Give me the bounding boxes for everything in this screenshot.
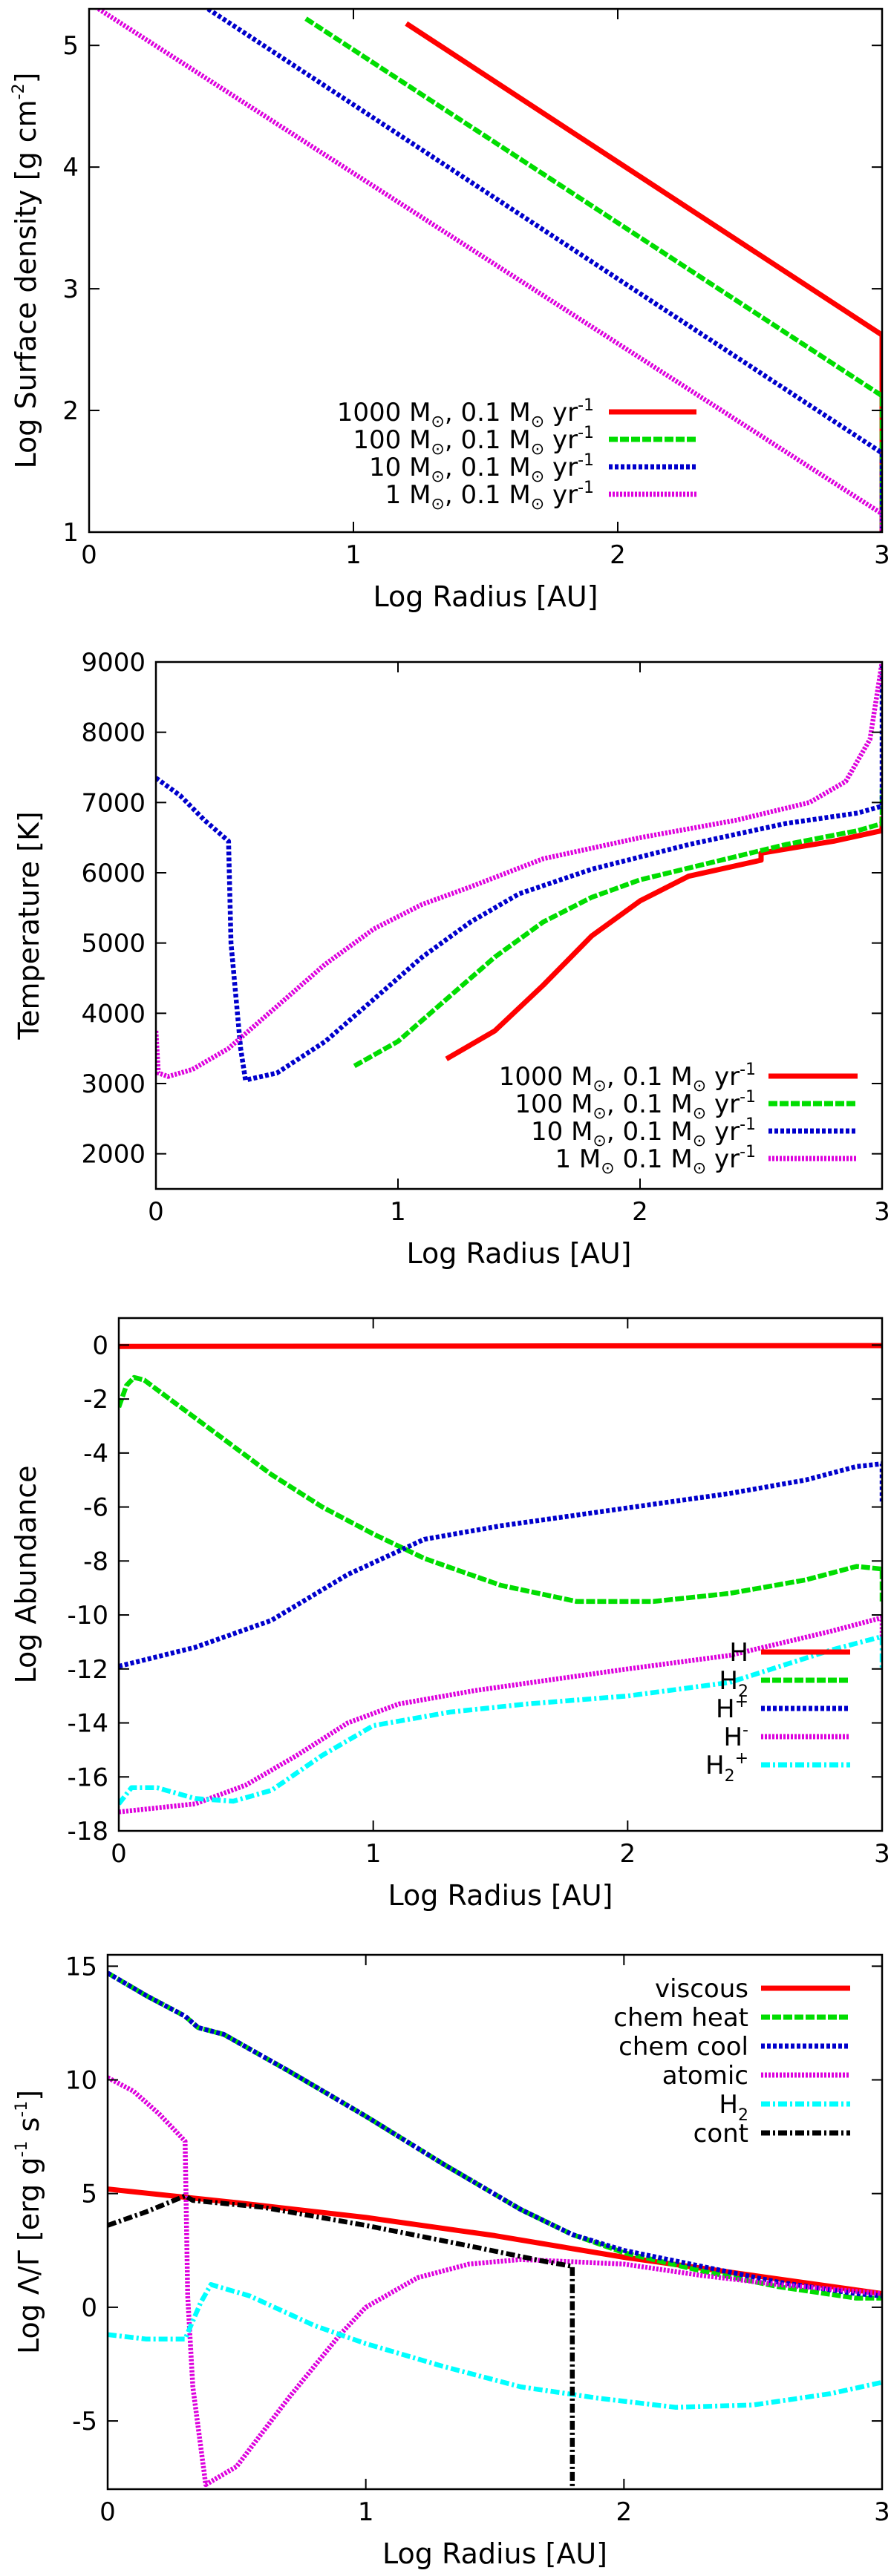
y-tick-label: -8 (83, 1547, 108, 1576)
y-tick-label: 10 (65, 2066, 97, 2096)
y-tick-label: 2000 (81, 1140, 146, 1170)
series-line-2 (304, 16, 882, 532)
plot-frame (88, 7, 884, 534)
x-tick-label: 0 (81, 540, 97, 570)
legend-label: chem cool (619, 2032, 748, 2062)
x-tick-label: 2 (632, 1197, 648, 1227)
legend-label: 1000 M⊙, 0.1 M⊙ yr-1 (337, 396, 594, 431)
x-tick-label: 3 (874, 2497, 890, 2527)
series-line-3 (156, 662, 882, 1083)
y-tick-label: -5 (72, 2407, 97, 2436)
y-tick-label: -14 (67, 1709, 108, 1739)
series-line-2 (119, 1374, 882, 1605)
series-line-3 (206, 9, 882, 532)
series-line-4 (156, 662, 882, 1079)
legend-label: H2+ (705, 1749, 748, 1786)
legend-label: H2 (719, 2090, 748, 2125)
y-tick-label: -6 (83, 1493, 108, 1523)
legend-label: chem heat (613, 2003, 748, 2033)
y-tick-label: 15 (65, 1952, 97, 1982)
y-tick-label: -16 (67, 1763, 108, 1792)
y-tick-label: 0 (92, 1331, 108, 1360)
x-tick-label: 1 (345, 540, 362, 570)
y-tick-label: 9000 (81, 648, 146, 678)
x-tick-label: 1 (358, 2497, 374, 2527)
chart-panel-3: 0 1 2 3 0 -2 -4 -6 -8 -10 -12 -14 -16 -18 Log Radius [… (10, 1317, 890, 1912)
series-line-6 (108, 2193, 575, 2489)
series-line-2 (353, 788, 882, 1069)
x-axis-label: Log Radius [AU] (407, 1237, 632, 1270)
x-tick-label: 0 (111, 1839, 127, 1869)
legend-label: 100 M⊙, 0.1 M⊙ yr-1 (353, 424, 594, 459)
x-tick-label: 3 (874, 1839, 890, 1869)
x-tick-label: 3 (874, 540, 890, 570)
y-axis-label: Log Abundance (10, 1466, 42, 1684)
legend-label: 1000 M⊙, 0.1 M⊙ yr-1 (499, 1061, 756, 1095)
y-tick-label: 5 (81, 2180, 97, 2209)
legend-label: H+ (716, 1693, 748, 1724)
series-line-4 (108, 2075, 882, 2488)
legend-label: 10 M⊙, 0.1 M⊙ yr-1 (369, 451, 594, 486)
series-line-4 (119, 1615, 882, 1815)
x-axis-label: Log Radius [AU] (373, 580, 598, 613)
plot-frame (106, 1953, 884, 2491)
legend-label: 1 M⊙, 0.1 M⊙ yr-1 (385, 479, 594, 514)
legend-label: 100 M⊙, 0.1 M⊙ yr-1 (515, 1088, 756, 1123)
y-tick-label: 4 (62, 153, 79, 183)
y-tick-label: 0 (81, 2293, 97, 2323)
y-tick-label: 4000 (81, 999, 146, 1029)
x-tick-label: 2 (620, 1839, 636, 1869)
y-tick-label: -4 (83, 1439, 108, 1469)
series-line-1 (445, 816, 882, 1061)
y-tick-label: -2 (83, 1385, 108, 1415)
legend-label: cont (693, 2119, 748, 2149)
x-tick-label: 2 (616, 2497, 633, 2527)
y-tick-label: 5 (62, 31, 79, 61)
chart-panel-2: 0 1 2 3 2000 3000 4000 5000 6000 7000 8000 9000 Log … (13, 648, 890, 1270)
plot-frame (154, 661, 884, 1190)
y-tick-label: 2 (62, 396, 79, 426)
series-line-3 (119, 1461, 882, 1669)
legend-label: H2 (719, 1666, 748, 1701)
legend-label: viscous (655, 1974, 748, 2004)
x-tick-label: 1 (365, 1839, 382, 1869)
x-axis-label: Log Radius [AU] (388, 1879, 613, 1912)
legend-label: atomic (662, 2061, 748, 2091)
legend-label: 10 M⊙, 0.1 M⊙ yr-1 (531, 1115, 756, 1150)
x-tick-label: 3 (874, 1197, 890, 1227)
x-tick-label: 0 (148, 1197, 164, 1227)
y-tick-label: 3 (62, 275, 79, 304)
y-tick-label: -12 (67, 1655, 108, 1685)
y-tick-label: 8000 (81, 718, 146, 748)
x-axis-label: Log Radius [AU] (382, 2537, 607, 2570)
y-axis-label: Temperature [K] (13, 811, 45, 1040)
plot-frame (117, 1317, 884, 1832)
x-tick-label: 0 (99, 2497, 116, 2527)
y-tick-label: 6000 (81, 859, 146, 888)
y-tick-label: -18 (67, 1817, 108, 1846)
legend-label: H- (723, 1721, 748, 1752)
legend-label: H (729, 1638, 748, 1668)
y-axis-label: Log Surface density [g cm-2] (10, 73, 42, 469)
x-tick-label: 1 (390, 1197, 406, 1227)
y-tick-label: 3000 (81, 1069, 146, 1099)
y-tick-label: -10 (67, 1601, 108, 1631)
series-line-3 (108, 1970, 882, 2298)
y-axis-label: Log Λ/Γ [erg g-1 s-1] (13, 2090, 45, 2354)
y-tick-label: 1 (62, 518, 79, 548)
y-tick-label: 5000 (81, 929, 146, 959)
series-line-1 (405, 21, 882, 532)
series-line-5 (108, 2282, 882, 2410)
y-tick-label: 7000 (81, 788, 146, 818)
legend-label: 1 M⊙ 0.1 M⊙ yr-1 (555, 1143, 756, 1178)
chart-panel-4: 0 1 2 3 15 10 5 0 -5 Log Radius [AU] Log Λ/Γ [erg … (13, 1952, 890, 2570)
x-tick-label: 2 (610, 540, 626, 570)
series-line-5 (119, 1633, 882, 1806)
